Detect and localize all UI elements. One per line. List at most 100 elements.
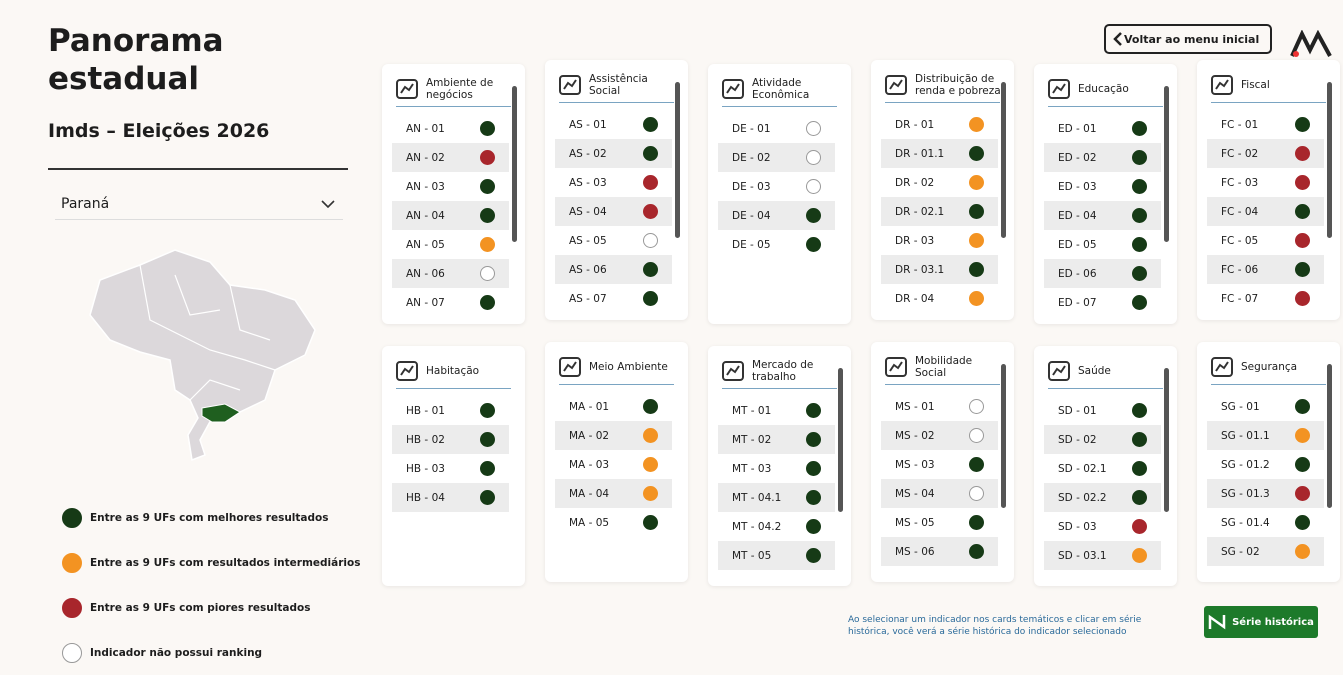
indicator-code: DR - 02.1 bbox=[895, 205, 945, 218]
indicator-item[interactable]: SD - 01 bbox=[1044, 396, 1161, 425]
indicator-item[interactable]: FC - 06 bbox=[1207, 255, 1324, 284]
indicator-item[interactable]: MA - 04 bbox=[555, 479, 672, 508]
indicator-item[interactable]: MT - 02 bbox=[718, 425, 835, 454]
indicator-item[interactable]: FC - 03 bbox=[1207, 168, 1324, 197]
back-button[interactable]: Voltar ao menu inicial bbox=[1104, 24, 1272, 54]
indicator-item[interactable]: MS - 05 bbox=[881, 508, 998, 537]
indicator-item[interactable]: DR - 03 bbox=[881, 226, 998, 255]
indicator-item[interactable]: MT - 05.1 bbox=[718, 570, 835, 574]
card: Habitação HB - 01 HB - 02 HB - 03 HB - 04 bbox=[382, 346, 525, 586]
indicator-item[interactable]: AS - 05 bbox=[555, 226, 672, 255]
card: Meio Ambiente MA - 01 MA - 02 MA - 03 MA - 0… bbox=[545, 342, 688, 582]
indicator-item[interactable]: SG - 03 bbox=[1207, 566, 1324, 570]
indicator-item[interactable]: AN - 02 bbox=[392, 143, 509, 172]
indicator-item[interactable]: AS - 06 bbox=[555, 255, 672, 284]
indicator-item[interactable]: MA - 03 bbox=[555, 450, 672, 479]
card-divider bbox=[559, 102, 674, 103]
indicator-item[interactable]: FC - 04 bbox=[1207, 197, 1324, 226]
series-button[interactable]: Série histórica bbox=[1204, 606, 1318, 638]
state-select[interactable]: Paraná bbox=[55, 188, 343, 220]
indicator-item[interactable]: MS - 02 bbox=[881, 421, 998, 450]
indicator-item[interactable]: HB - 02 bbox=[392, 425, 509, 454]
indicator-dot bbox=[969, 204, 984, 219]
scrollbar[interactable] bbox=[1327, 82, 1332, 238]
indicator-item[interactable]: SD - 02.2 bbox=[1044, 483, 1161, 512]
indicator-item[interactable]: HB - 04 bbox=[392, 483, 509, 512]
indicator-item[interactable]: MA - 05 bbox=[555, 508, 672, 537]
indicator-item[interactable]: MS - 03 bbox=[881, 450, 998, 479]
indicator-item[interactable]: MT - 03 bbox=[718, 454, 835, 483]
indicator-item[interactable]: AS - 04 bbox=[555, 197, 672, 226]
indicator-item[interactable]: AS - 01 bbox=[555, 110, 672, 139]
indicator-dot bbox=[1132, 237, 1147, 252]
indicator-item[interactable]: MS - 07 bbox=[881, 566, 998, 570]
indicator-item[interactable]: DE - 01 bbox=[718, 114, 835, 143]
indicator-item[interactable]: MT - 04.2 bbox=[718, 512, 835, 541]
indicator-item[interactable]: AN - 04 bbox=[392, 201, 509, 230]
indicator-item[interactable]: MT - 04.1 bbox=[718, 483, 835, 512]
indicator-item[interactable]: ED - 05 bbox=[1044, 230, 1161, 259]
indicator-item[interactable]: FC - 05 bbox=[1207, 226, 1324, 255]
scrollbar[interactable] bbox=[1001, 364, 1006, 508]
indicator-item[interactable]: SG - 01.1 bbox=[1207, 421, 1324, 450]
indicator-item[interactable]: ED - 04 bbox=[1044, 201, 1161, 230]
indicator-item[interactable]: SG - 01.4 bbox=[1207, 508, 1324, 537]
scrollbar[interactable] bbox=[675, 82, 680, 238]
indicator-item[interactable]: DE - 04 bbox=[718, 201, 835, 230]
scrollbar[interactable] bbox=[1164, 368, 1169, 512]
scrollbar[interactable] bbox=[1327, 364, 1332, 508]
scrollbar[interactable] bbox=[512, 86, 517, 242]
indicator-item[interactable]: FC - 07 bbox=[1207, 284, 1324, 308]
indicator-item[interactable]: DE - 02 bbox=[718, 143, 835, 172]
indicator-item[interactable]: SG - 01 bbox=[1207, 392, 1324, 421]
indicator-item[interactable]: MA - 02 bbox=[555, 421, 672, 450]
indicator-item[interactable]: MS - 01 bbox=[881, 392, 998, 421]
indicator-item[interactable]: ED - 07 bbox=[1044, 288, 1161, 312]
indicator-item[interactable]: DR - 02.1 bbox=[881, 197, 998, 226]
indicator-item[interactable]: AS - 02 bbox=[555, 139, 672, 168]
indicator-item[interactable]: DE - 03 bbox=[718, 172, 835, 201]
indicator-item[interactable]: SG - 02 bbox=[1207, 537, 1324, 566]
indicator-item[interactable]: SG - 01.2 bbox=[1207, 450, 1324, 479]
indicator-item[interactable]: AN - 06 bbox=[392, 259, 509, 288]
indicator-item[interactable]: MA - 01 bbox=[555, 392, 672, 421]
indicator-item[interactable]: ED - 01 bbox=[1044, 114, 1161, 143]
indicator-item[interactable]: MT - 01 bbox=[718, 396, 835, 425]
indicator-item[interactable]: SD - 03.1 bbox=[1044, 541, 1161, 570]
indicator-item[interactable]: MS - 06 bbox=[881, 537, 998, 566]
indicator-item[interactable]: FC - 02 bbox=[1207, 139, 1324, 168]
indicator-item[interactable]: DE - 05 bbox=[718, 230, 835, 259]
indicator-item[interactable]: MS - 04 bbox=[881, 479, 998, 508]
indicator-item[interactable]: ED - 06 bbox=[1044, 259, 1161, 288]
indicator-item[interactable]: ED - 02 bbox=[1044, 143, 1161, 172]
indicator-item[interactable]: HB - 03 bbox=[392, 454, 509, 483]
scrollbar[interactable] bbox=[1164, 86, 1169, 242]
scrollbar[interactable] bbox=[838, 368, 843, 512]
card: Mercado de trabalho MT - 01 MT - 02 MT - 03… bbox=[708, 346, 851, 586]
indicator-item[interactable]: SD - 02.1 bbox=[1044, 454, 1161, 483]
indicator-code: SG - 01.2 bbox=[1221, 458, 1270, 471]
indicator-item[interactable]: HB - 01 bbox=[392, 396, 509, 425]
indicator-item[interactable]: AN - 07 bbox=[392, 288, 509, 312]
indicator-item[interactable]: SD - 03 bbox=[1044, 512, 1161, 541]
indicator-item[interactable]: SD - 03.2 bbox=[1044, 570, 1161, 574]
indicator-code: AN - 02 bbox=[406, 151, 445, 164]
indicator-item[interactable]: DR - 03.1 bbox=[881, 255, 998, 284]
indicator-item[interactable]: AN - 05 bbox=[392, 230, 509, 259]
indicator-item[interactable]: AS - 07 bbox=[555, 284, 672, 308]
indicator-item[interactable]: DR - 02 bbox=[881, 168, 998, 197]
indicator-item[interactable]: FC - 01 bbox=[1207, 110, 1324, 139]
indicator-item[interactable]: MT - 05 bbox=[718, 541, 835, 570]
indicator-item[interactable]: AS - 03 bbox=[555, 168, 672, 197]
indicator-item[interactable]: AN - 03 bbox=[392, 172, 509, 201]
indicator-item[interactable]: AN - 01 bbox=[392, 114, 509, 143]
indicator-item[interactable]: SG - 01.3 bbox=[1207, 479, 1324, 508]
indicator-item[interactable]: DR - 01 bbox=[881, 110, 998, 139]
indicator-dot bbox=[480, 179, 495, 194]
scrollbar[interactable] bbox=[1001, 82, 1006, 238]
indicator-item[interactable]: DR - 04 bbox=[881, 284, 998, 308]
indicator-item[interactable]: SD - 02 bbox=[1044, 425, 1161, 454]
indicator-code: SD - 02 bbox=[1058, 433, 1097, 446]
indicator-item[interactable]: DR - 01.1 bbox=[881, 139, 998, 168]
indicator-item[interactable]: ED - 03 bbox=[1044, 172, 1161, 201]
